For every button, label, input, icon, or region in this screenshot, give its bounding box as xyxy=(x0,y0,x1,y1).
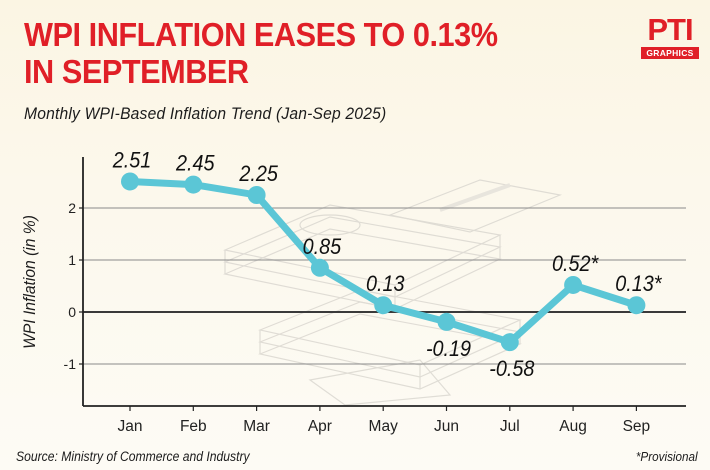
y-tick-label: 2 xyxy=(68,200,76,216)
title-line-1: WPI INFLATION EASES TO 0.13% xyxy=(24,16,498,53)
data-point-may xyxy=(374,296,393,315)
pti-graphics-logo: PTI GRAPHICS xyxy=(641,14,699,61)
data-point-mar xyxy=(247,186,266,204)
x-tick-label: Mar xyxy=(243,418,270,435)
data-label-aug: 0.52* xyxy=(552,252,599,276)
x-tick-label: May xyxy=(369,418,399,435)
series-wpi-inflation xyxy=(121,172,646,352)
x-tick-label: Feb xyxy=(180,418,207,435)
x-tick-label: Apr xyxy=(308,418,332,435)
data-label-jan: 2.51 xyxy=(112,149,151,173)
x-axis-ticks: Jan Feb Mar Apr May Jun Jul Aug Sep xyxy=(118,406,651,435)
pti-logo-mark: PTI xyxy=(643,14,697,45)
chart-subtitle: Monthly WPI-Based Inflation Trend (Jan-S… xyxy=(24,104,387,123)
provisional-note: *Provisional xyxy=(636,449,698,464)
data-label-jun: -0.19 xyxy=(426,337,471,361)
x-tick-label: Jun xyxy=(434,418,459,435)
data-point-jan xyxy=(121,172,139,191)
data-point-sep xyxy=(627,296,646,315)
data-point-jul xyxy=(500,333,519,352)
data-label-sep: 0.13* xyxy=(615,272,662,296)
y-tick-label: 1 xyxy=(68,252,76,268)
data-labels: 2.51 2.45 2.25 0.85 0.13 -0.19 -0.58 0.52* 0.13* xyxy=(112,149,663,382)
data-label-feb: 2.45 xyxy=(175,152,215,176)
data-point-apr xyxy=(310,258,329,277)
source-note: Source: Ministry of Commerce and Industr… xyxy=(16,449,250,464)
x-tick-label: Jul xyxy=(500,418,520,435)
x-tick-label: Jan xyxy=(118,418,143,435)
x-tick-label: Sep xyxy=(623,418,651,435)
y-tick-label: 0 xyxy=(68,304,76,320)
y-axis-label: WPI Inflation (in %) xyxy=(20,215,39,349)
y-tick-label: -1 xyxy=(64,356,77,372)
data-point-feb xyxy=(184,175,203,194)
y-axis-ticks: 2 1 0 -1 xyxy=(64,200,83,372)
data-label-mar: 2.25 xyxy=(238,162,278,186)
chart-title: WPI INFLATION EASES TO 0.13% IN SEPTEMBE… xyxy=(24,16,498,90)
data-label-may: 0.13 xyxy=(366,272,405,296)
data-label-apr: 0.85 xyxy=(303,235,342,259)
x-tick-label: Aug xyxy=(559,418,587,435)
pti-logo-badge: GRAPHICS xyxy=(641,47,699,59)
data-label-jul: -0.58 xyxy=(489,357,534,381)
title-line-2: IN SEPTEMBER xyxy=(24,53,249,90)
data-point-jun xyxy=(437,312,456,331)
data-point-aug xyxy=(564,275,583,294)
